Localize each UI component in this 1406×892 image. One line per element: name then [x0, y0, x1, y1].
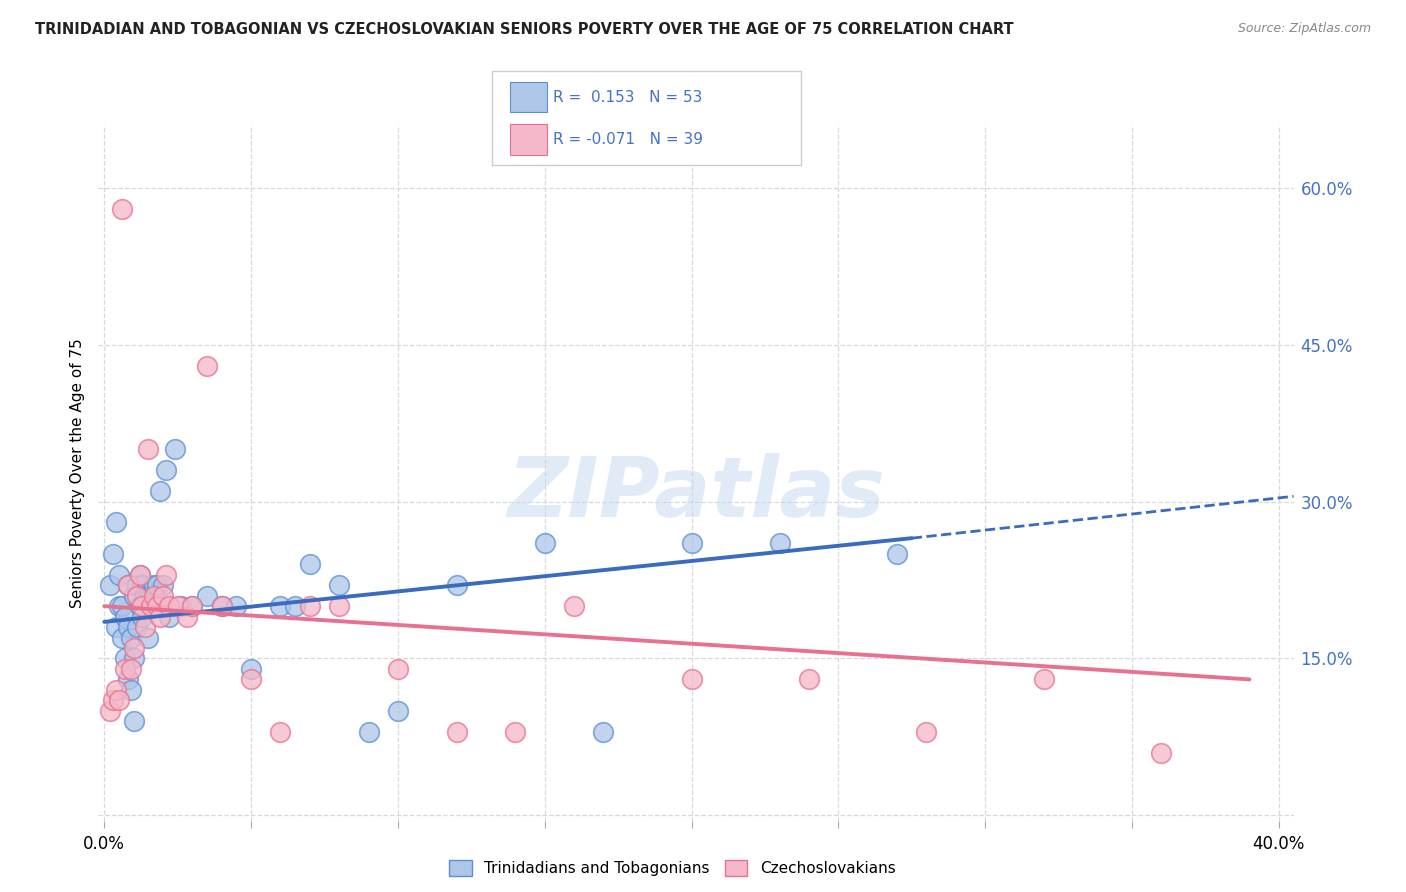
Point: [505, 724, 527, 739]
Point: [122, 714, 145, 729]
Point: [328, 599, 350, 614]
Point: [108, 567, 131, 582]
Point: [446, 578, 468, 592]
Point: [120, 631, 142, 645]
Point: [122, 651, 145, 665]
Point: [149, 609, 172, 624]
Point: [915, 724, 938, 739]
Point: [125, 578, 148, 592]
Point: [166, 599, 188, 614]
Point: [146, 578, 169, 592]
Point: [155, 567, 177, 582]
Point: [101, 693, 124, 707]
Point: [120, 662, 142, 676]
Point: [128, 599, 150, 614]
Point: [195, 589, 218, 603]
Point: [143, 578, 166, 592]
Text: Source: ZipAtlas.com: Source: ZipAtlas.com: [1237, 22, 1371, 36]
Point: [134, 620, 156, 634]
Point: [681, 536, 703, 550]
Text: R = -0.071   N = 39: R = -0.071 N = 39: [553, 132, 703, 147]
Point: [152, 578, 174, 592]
Point: [111, 599, 134, 614]
Point: [269, 599, 291, 614]
Y-axis label: Seniors Poverty Over the Age of 75: Seniors Poverty Over the Age of 75: [69, 338, 84, 607]
Point: [163, 442, 186, 457]
Point: [211, 599, 233, 614]
Point: [141, 599, 163, 614]
Point: [117, 578, 139, 592]
Point: [211, 599, 233, 614]
Point: [387, 704, 409, 718]
Point: [562, 599, 585, 614]
Point: [149, 484, 172, 499]
Point: [143, 589, 166, 603]
Point: [225, 599, 247, 614]
Point: [269, 724, 291, 739]
Point: [240, 673, 263, 687]
Point: [797, 673, 820, 687]
Point: [114, 651, 136, 665]
Point: [128, 567, 150, 582]
Text: R =  0.153   N = 53: R = 0.153 N = 53: [553, 89, 702, 104]
Text: TRINIDADIAN AND TOBAGONIAN VS CZECHOSLOVAKIAN SENIORS POVERTY OVER THE AGE OF 75: TRINIDADIAN AND TOBAGONIAN VS CZECHOSLOV…: [35, 22, 1014, 37]
Point: [131, 578, 153, 592]
Point: [146, 599, 169, 614]
Point: [284, 599, 307, 614]
Point: [108, 599, 131, 614]
Point: [125, 589, 148, 603]
Point: [181, 599, 204, 614]
Point: [157, 609, 180, 624]
Point: [195, 359, 218, 373]
Point: [131, 609, 153, 624]
Point: [101, 547, 124, 561]
Point: [769, 536, 792, 550]
Point: [117, 578, 139, 592]
Point: [157, 599, 180, 614]
Point: [114, 662, 136, 676]
Point: [108, 693, 131, 707]
Point: [176, 609, 198, 624]
Point: [357, 724, 380, 739]
Point: [122, 589, 145, 603]
Point: [681, 673, 703, 687]
Point: [138, 442, 160, 457]
Point: [138, 631, 160, 645]
Point: [120, 682, 142, 697]
Point: [141, 589, 163, 603]
Text: ZIPatlas: ZIPatlas: [508, 453, 884, 534]
Point: [122, 640, 145, 655]
Point: [138, 589, 160, 603]
Point: [105, 620, 128, 634]
Point: [298, 599, 321, 614]
Point: [111, 202, 134, 216]
Point: [98, 704, 121, 718]
Point: [105, 516, 128, 530]
Point: [111, 631, 134, 645]
Point: [117, 620, 139, 634]
Point: [298, 558, 321, 572]
Point: [533, 536, 555, 550]
Point: [1150, 746, 1173, 760]
Point: [181, 599, 204, 614]
Point: [131, 599, 153, 614]
Legend: Trinidadians and Tobagonians, Czechoslovakians: Trinidadians and Tobagonians, Czechoslov…: [443, 855, 901, 882]
Point: [169, 599, 191, 614]
Point: [152, 589, 174, 603]
Point: [98, 578, 121, 592]
Point: [1032, 673, 1054, 687]
Point: [134, 589, 156, 603]
Point: [886, 547, 908, 561]
Point: [446, 724, 468, 739]
Point: [240, 662, 263, 676]
Point: [117, 673, 139, 687]
Point: [387, 662, 409, 676]
Point: [592, 724, 614, 739]
Point: [105, 682, 128, 697]
Point: [155, 463, 177, 477]
Point: [328, 578, 350, 592]
Point: [128, 567, 150, 582]
Point: [125, 620, 148, 634]
Point: [114, 609, 136, 624]
